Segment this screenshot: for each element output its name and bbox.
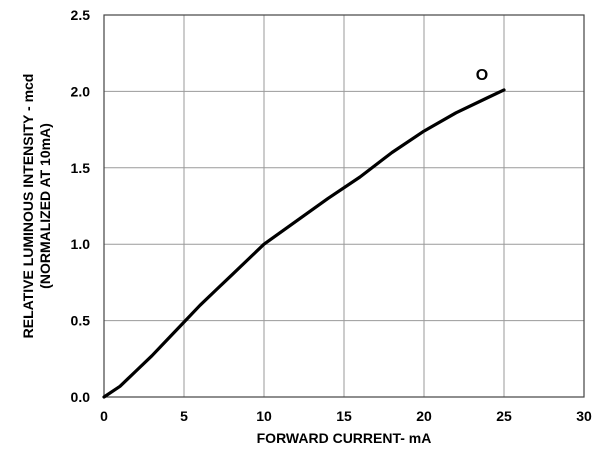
x-tick-label: 15	[336, 408, 352, 424]
plot-area	[103, 14, 585, 398]
y-tick-label: 1.5	[71, 160, 91, 176]
series-label: O	[476, 67, 488, 84]
series-line	[102, 88, 506, 399]
y-tick-label: 0.0	[71, 389, 91, 405]
x-tick-label: 25	[496, 408, 512, 424]
grid-lines	[103, 14, 585, 398]
y-tick-label: 2.5	[71, 7, 91, 23]
x-axis-title: FORWARD CURRENT- mA	[257, 430, 432, 446]
y-tick-label: 1.0	[71, 236, 91, 252]
y-axis-title-line2: (NORMALIZED AT 10mA)	[37, 123, 53, 289]
x-tick-label: 30	[576, 408, 592, 424]
x-tick-label: 10	[256, 408, 272, 424]
y-axis-title-line1: RELATIVE LUMINOUS INTENSITY - mcd	[20, 74, 36, 339]
x-tick-label: 5	[180, 408, 188, 424]
x-tick-label: 20	[416, 408, 432, 424]
y-tick-label: 0.5	[71, 313, 91, 329]
y-tick-labels: 0.0 0.5 1.0 1.5 2.0 2.5	[71, 7, 91, 405]
x-tick-label: 0	[100, 408, 108, 424]
y-tick-label: 2.0	[71, 83, 91, 99]
series-group: O	[102, 67, 506, 399]
x-tick-labels: 0 5 10 15 20 25 30	[100, 408, 592, 424]
